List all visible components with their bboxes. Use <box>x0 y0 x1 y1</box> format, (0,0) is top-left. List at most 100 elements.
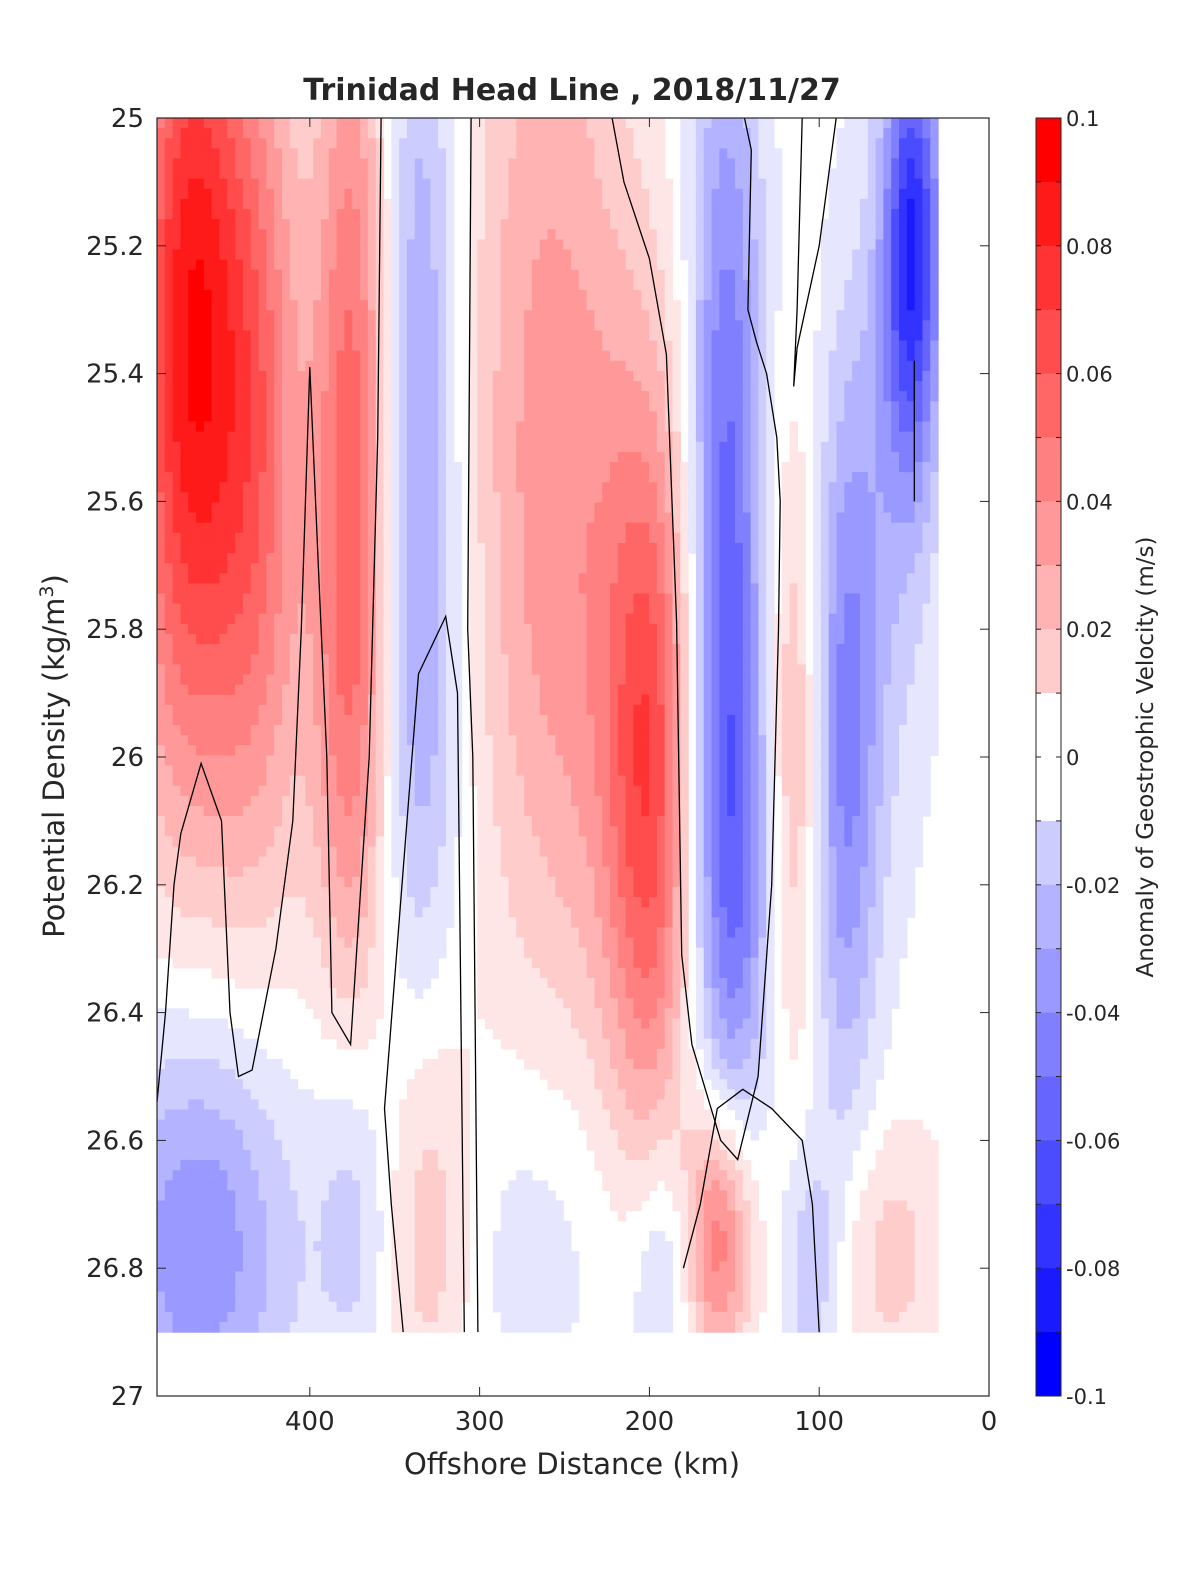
contour-cell <box>672 482 681 493</box>
contour-cell <box>774 219 783 230</box>
contour-cell <box>414 188 424 200</box>
contour-cell <box>274 340 283 352</box>
contour-cell <box>445 148 455 160</box>
contour-cell <box>274 542 283 554</box>
contour-cell <box>727 482 736 493</box>
contour-cell <box>672 330 681 342</box>
contour-cell <box>500 381 510 392</box>
contour-cell <box>688 118 697 129</box>
contour-cell <box>867 229 877 241</box>
contour-cell <box>438 168 447 180</box>
contour-cell <box>203 381 213 392</box>
contour-cell <box>758 128 767 139</box>
contour-cell <box>235 542 244 554</box>
contour-cell <box>266 219 275 230</box>
contour-cell <box>328 573 338 585</box>
contour-cell <box>524 269 533 281</box>
contour-cell <box>375 644 385 655</box>
contour-cell <box>836 178 845 190</box>
contour-cell <box>883 613 892 625</box>
contour-cell <box>727 269 736 281</box>
contour-cell <box>227 168 236 180</box>
contour-cell <box>586 633 595 645</box>
contour-cell <box>157 269 166 281</box>
contour-cell <box>836 138 845 149</box>
contour-cell <box>836 249 845 261</box>
contour-cell <box>485 583 494 595</box>
contour-cell <box>235 118 244 129</box>
contour-cell <box>766 644 775 655</box>
contour-cell <box>391 128 400 139</box>
contour-cell <box>235 401 244 413</box>
contour-cell <box>164 209 174 220</box>
contour-cell <box>836 279 845 291</box>
contour-cell <box>157 462 166 473</box>
contour-cell <box>656 158 666 170</box>
contour-cell <box>719 148 728 160</box>
contour-cell <box>414 583 424 595</box>
contour-cell <box>617 219 627 230</box>
contour-cell <box>649 239 658 251</box>
contour-cell <box>274 583 283 595</box>
contour-cell <box>758 391 767 402</box>
contour-cell <box>883 633 892 645</box>
contour-cell <box>555 522 564 534</box>
contour-cell <box>617 178 627 190</box>
contour-cell <box>289 633 299 645</box>
contour-cell <box>196 644 205 655</box>
contour-cell <box>641 593 650 605</box>
contour-cell <box>367 209 377 220</box>
contour-cell <box>547 320 556 332</box>
contour-cell <box>899 300 908 311</box>
contour-cell <box>742 168 752 180</box>
contour-cell <box>336 472 346 483</box>
contour-cell <box>274 279 283 291</box>
contour-cell <box>414 532 424 544</box>
contour-cell <box>485 128 494 139</box>
contour-cell <box>914 290 924 301</box>
contour-cell <box>836 462 845 473</box>
contour-cell <box>508 360 517 372</box>
contour-cell <box>289 462 299 473</box>
contour-cell <box>930 229 939 241</box>
contour-cell <box>360 603 369 615</box>
contour-cell <box>258 492 267 504</box>
contour-cell <box>391 360 400 372</box>
contour-cell <box>219 431 228 443</box>
contour-cell <box>352 239 361 251</box>
contour-cell <box>157 512 166 524</box>
contour-cell <box>649 229 658 241</box>
contour-cell <box>477 118 486 129</box>
contour-cell <box>344 482 353 493</box>
contour-cell <box>914 431 924 443</box>
contour-cell <box>742 613 752 625</box>
plot-area: 400 300 200 100 02525.225.425.625.82626.226.… <box>86 104 997 1437</box>
contour-cell <box>469 502 478 514</box>
contour-cell <box>422 421 431 433</box>
contour-cell <box>219 138 228 149</box>
contour-cell <box>375 320 385 332</box>
contour-cell <box>594 522 603 534</box>
contour-cell <box>656 593 666 605</box>
contour-cell <box>227 441 236 453</box>
contour-cell <box>625 300 635 311</box>
contour-cell <box>516 462 525 473</box>
contour-cell <box>906 229 916 241</box>
contour-cell <box>344 340 353 352</box>
contour-cell <box>570 350 580 362</box>
contour-cell <box>242 138 252 149</box>
contour-cell <box>641 502 650 514</box>
contour-cell <box>742 623 752 635</box>
contour-cell <box>438 118 447 129</box>
contour-cell <box>242 259 252 271</box>
contour-cell <box>680 462 689 473</box>
contour-cell <box>172 340 182 352</box>
contour-cell <box>430 431 439 443</box>
contour-cell <box>875 401 884 413</box>
contour-cell <box>688 178 697 190</box>
contour-cell <box>516 188 525 200</box>
contour-cell <box>438 279 447 291</box>
contour-cell <box>430 310 439 321</box>
contour-cell <box>813 462 822 473</box>
contour-cell <box>500 593 510 605</box>
